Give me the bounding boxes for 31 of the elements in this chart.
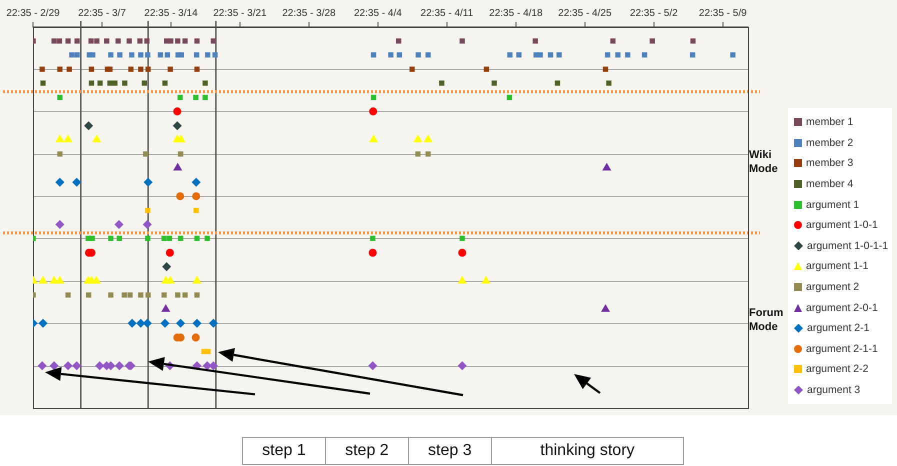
legend-label: argument 2-0-1 <box>806 302 878 314</box>
legend-label: member 2 <box>806 136 854 149</box>
x-tick-label: 22:35 - 3/7 <box>78 8 126 19</box>
text: Forum Mode <box>749 306 784 334</box>
text: step 3 <box>408 437 492 465</box>
legend-label: argument 2-1 <box>807 322 870 334</box>
legend-label: argument 1-0-1-1 <box>807 240 888 252</box>
x-tick-label: 22:35 - 4/11 <box>420 8 474 19</box>
legend-label: argument 1 <box>806 198 860 211</box>
legend-label: argument 3 <box>807 384 860 396</box>
x-tick-label: 22:35 - 5/2 <box>630 8 678 19</box>
legend-label: argument 1-0-1 <box>806 219 878 232</box>
legend-label: argument 2-2 <box>806 363 868 376</box>
x-tick-label: 22:35 - 3/14 <box>144 8 198 19</box>
text: thinking story <box>490 437 684 465</box>
text: step 2 <box>324 437 409 465</box>
x-tick-label: 22:35 - 2/29 <box>6 8 60 19</box>
x-tick-label: 22:35 - 4/4 <box>354 8 402 19</box>
legend-label: member 1 <box>806 116 854 128</box>
x-tick-label: 22:35 - 3/28 <box>282 8 336 19</box>
x-tick-label: 22:35 - 4/18 <box>489 8 543 19</box>
text: Wiki Mode <box>749 148 779 176</box>
x-tick-label: 22:35 - 3/21 <box>213 8 268 19</box>
x-tick-label: 22:35 - 5/9 <box>698 8 748 19</box>
legend-label: argument 2 <box>806 281 860 294</box>
x-tick-label: 22:35 - 4/25 <box>558 8 612 19</box>
legend-label: member 4 <box>806 178 854 190</box>
legend-label: member 3 <box>806 157 854 170</box>
text: step 1 <box>242 437 326 465</box>
legend-label: argument 1-1 <box>806 260 868 272</box>
legend-label: argument 2-1-1 <box>806 342 878 355</box>
